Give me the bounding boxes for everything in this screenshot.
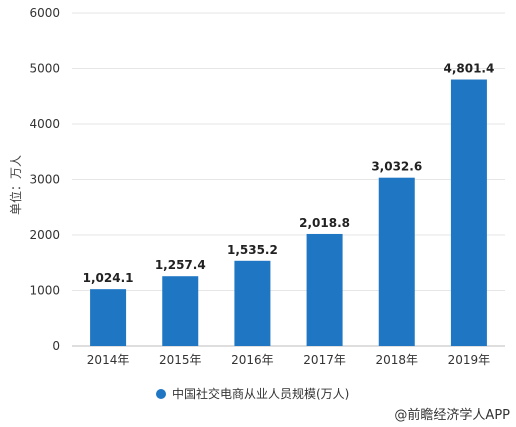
y-tick-label: 6000 [29, 6, 60, 20]
x-tick-label: 2014年 [87, 353, 130, 367]
data-label: 4,801.4 [443, 62, 494, 76]
data-label: 1,535.2 [227, 243, 278, 257]
legend-marker [156, 389, 166, 399]
data-label: 3,032.6 [371, 160, 422, 174]
data-label: 1,024.1 [83, 271, 134, 285]
bar [162, 276, 199, 346]
y-axis-label: 单位：万人 [8, 155, 23, 215]
x-tick-label: 2017年 [303, 353, 346, 367]
y-tick-label: 5000 [29, 62, 60, 76]
bar [90, 289, 127, 346]
y-tick-label: 3000 [29, 173, 60, 187]
bar [450, 79, 487, 346]
bar [234, 260, 271, 346]
x-tick-label: 2018年 [375, 353, 418, 367]
source-credit: @前瞻经济学人APP [394, 407, 510, 423]
x-tick-label: 2015年 [159, 353, 202, 367]
y-tick-label: 2000 [29, 228, 60, 242]
y-tick-label: 0 [52, 339, 60, 353]
x-tick-label: 2019年 [448, 353, 491, 367]
x-axis-ticks: 2014年 2015年 2016年 2017年 2018年 2019年 [87, 353, 490, 367]
data-labels: 1,024.1 1,257.4 1,535.2 2,018.8 3,032.6 4,801… [83, 62, 495, 286]
legend-label: 中国社交电商从业人员规模(万人) [172, 386, 349, 401]
bar [306, 233, 343, 346]
x-tick-label: 2016年 [231, 353, 274, 367]
gridlines [72, 12, 505, 347]
bar [378, 177, 415, 346]
y-tick-label: 4000 [29, 117, 60, 131]
bars [90, 79, 487, 346]
data-label: 2,018.8 [299, 216, 350, 230]
data-label: 1,257.4 [155, 258, 206, 272]
y-axis-ticks: 0 1000 2000 3000 4000 5000 6000 [29, 6, 60, 353]
legend: 中国社交电商从业人员规模(万人) [156, 386, 349, 401]
y-tick-label: 1000 [29, 284, 60, 298]
